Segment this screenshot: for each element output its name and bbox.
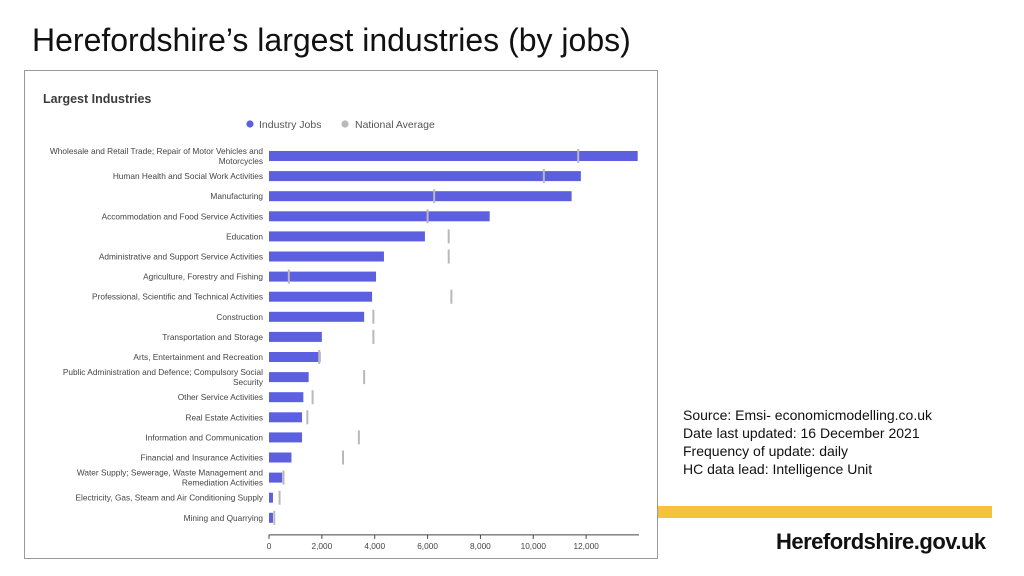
category-label: Transportation and Storage [162,332,263,342]
category-label: Accommodation and Food Service Activitie… [102,211,263,221]
category-label-line: Public Administration and Defence; Compu… [63,367,263,377]
national-average-marker [318,350,321,364]
x-tick-label: 2,000 [311,541,332,551]
last-updated-line: Date last updated: 16 December 2021 [683,425,920,441]
industry-jobs-bar [269,171,581,182]
category-label: Wholesale and Retail Trade; Repair of Mo… [50,146,263,166]
industry-jobs-bar [269,392,304,403]
national-average-marker [426,209,429,224]
accent-bar [658,506,992,518]
national-average-marker [577,149,580,163]
category-label: Construction [216,312,263,322]
national-average-marker [278,490,281,505]
industry-jobs-bar [269,472,283,483]
national-average-marker [447,229,450,244]
category-label: Information and Communication [145,432,263,442]
category-label: Water Supply; Sewerage, Waste Management… [77,468,264,488]
industry-jobs-bar [269,291,373,302]
legend-national-average-swatch [341,120,349,128]
national-average-marker [372,309,375,324]
national-average-marker [287,269,290,284]
largest-industries-chart: Largest Industries Industry Jobs Nationa… [43,92,639,551]
category-label: Electricity, Gas, Steam and Air Conditio… [75,493,263,503]
category-label-line: Remediation Activities [182,478,263,488]
national-average-marker [306,410,309,425]
industry-jobs-bar [269,311,365,322]
industry-jobs-bar [269,151,638,161]
x-tick-label: 10,000 [521,541,547,551]
x-tick-label: 12,000 [573,541,599,551]
industry-jobs-bar [269,191,572,202]
source-info: Source: Emsi- economicmodelling.co.uk Da… [683,406,932,478]
industry-jobs-bar [269,432,303,443]
industry-jobs-bar [269,331,322,342]
industry-jobs-bar [269,492,273,503]
category-label-line: Water Supply; Sewerage, Waste Management… [77,468,264,478]
legend-industry-jobs-label: Industry Jobs [259,119,321,131]
x-tick-label: 4,000 [364,541,385,551]
x-tick-label: 0 [267,541,272,551]
national-average-marker [447,249,450,264]
slide-title: Herefordshire’s largest industries (by j… [32,22,631,58]
industry-jobs-bar [269,231,425,242]
category-label-line: Wholesale and Retail Trade; Repair of Mo… [50,146,263,156]
category-label-line: Motorcycles [219,156,263,166]
category-label: Real Estate Activities [186,412,263,422]
industry-jobs-bar [269,251,384,262]
chart-panel: Largest Industries Industry Jobs Nationa… [24,70,658,559]
category-label: Mining and Quarrying [184,513,264,523]
source-line: Source: Emsi- economicmodelling.co.uk [683,407,932,423]
national-average-marker [357,430,360,445]
category-label: Other Service Activities [178,392,263,402]
national-average-marker [363,370,366,385]
update-frequency-line: Frequency of update: daily [683,443,848,459]
industry-jobs-bar [269,412,303,423]
national-average-marker [342,450,344,465]
category-label: Financial and Insurance Activities [140,453,263,463]
category-label: Public Administration and Defence; Compu… [63,367,264,387]
industry-jobs-bar [269,372,309,383]
chart-title: Largest Industries [43,92,151,106]
data-lead-line: HC data lead: Intelligence Unit [683,461,873,477]
category-label: Human Health and Social Work Activities [113,171,263,181]
chart-legend: Industry Jobs National Average [246,119,435,131]
plot-area: Wholesale and Retail Trade; Repair of Mo… [50,146,639,551]
legend-industry-jobs-swatch [246,120,254,128]
national-average-marker [450,289,453,304]
category-label: Administrative and Support Service Activ… [99,252,263,262]
national-average-marker [282,470,285,485]
national-average-marker [372,329,375,344]
herefordshire-logo: Herefordshire.gov.uk [776,529,986,554]
category-label: Professional, Scientific and Technical A… [92,292,263,302]
industry-jobs-bar [269,512,273,523]
legend-national-average-label: National Average [355,119,435,131]
national-average-marker [273,510,276,525]
x-tick-label: 8,000 [470,541,491,551]
x-tick-label: 6,000 [417,541,438,551]
category-label-line: Security [233,377,264,387]
national-average-marker [542,169,545,184]
category-label: Manufacturing [210,191,263,201]
industry-jobs-bar [269,352,321,362]
category-label: Arts, Entertainment and Recreation [133,352,263,362]
industry-jobs-bar [269,271,377,282]
industry-jobs-bar [269,211,490,222]
national-average-marker [311,390,314,405]
category-label: Agriculture, Forestry and Fishing [143,272,263,282]
industry-jobs-bar [269,452,292,463]
category-label: Education [226,231,263,241]
national-average-marker [433,189,436,204]
